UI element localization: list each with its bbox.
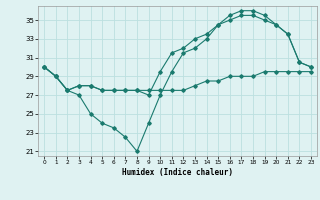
X-axis label: Humidex (Indice chaleur): Humidex (Indice chaleur)	[122, 168, 233, 177]
